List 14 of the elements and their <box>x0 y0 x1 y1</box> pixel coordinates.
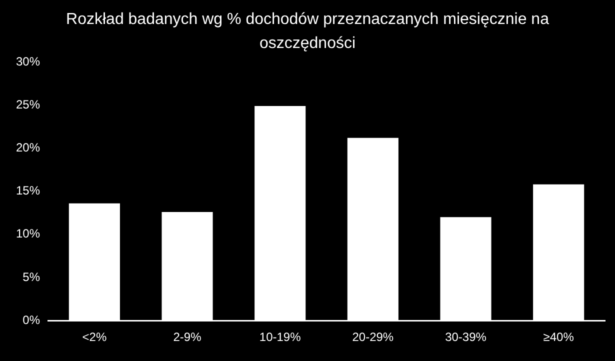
y-tick-label: 5% <box>22 270 40 284</box>
x-tick-label: 10-19% <box>259 330 302 344</box>
x-tick-label: 20-29% <box>352 330 394 344</box>
y-tick-label: 15% <box>16 184 40 198</box>
x-tick-label: ≥40% <box>543 330 574 344</box>
y-tick-label: 10% <box>16 226 40 241</box>
y-tick-label: 20% <box>16 140 40 155</box>
x-tick-label: 30-39% <box>445 330 487 344</box>
y-tick-label: 30% <box>16 54 40 68</box>
x-tick-label: <2% <box>82 330 107 344</box>
x-tick-label: 2-9% <box>173 330 202 344</box>
y-tick-label: 0% <box>22 312 40 327</box>
chart-title: Rozkład badanych wg % dochodów przeznaczanych miesięcznie na oszczędności <box>65 10 550 54</box>
y-tick-label: 25% <box>16 97 40 112</box>
